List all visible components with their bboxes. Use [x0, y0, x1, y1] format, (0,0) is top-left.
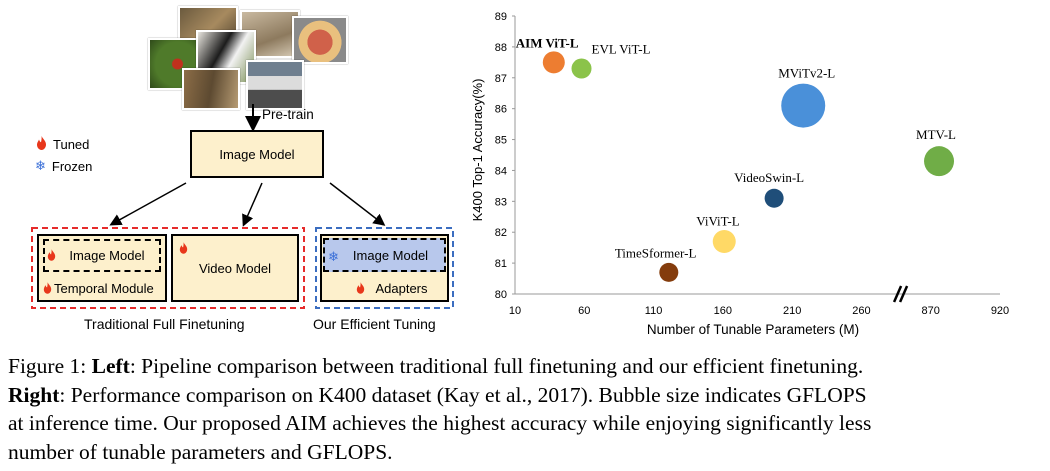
snowflake-icon: ❄: [328, 249, 339, 264]
bubble-label: EVL ViT-L: [592, 42, 651, 57]
flame-icon: [47, 249, 56, 261]
caption-line-2: Right: Performance comparison on K400 da…: [8, 381, 1048, 410]
bubble-label: AIM ViT-L: [516, 35, 579, 50]
caption-line1-text: : Pipeline comparison between traditiona…: [129, 354, 864, 378]
pretrained-image-model-box: Image Model: [190, 130, 324, 178]
efficient-image-model-label: Image Model: [352, 247, 429, 263]
flame-icon: [357, 282, 365, 294]
efficient-tuning-caption: Our Efficient Tuning: [313, 316, 436, 332]
y-tick-label: 85: [495, 135, 507, 147]
caption-line-1: Figure 1: Left: Pipeline comparison betw…: [8, 352, 1048, 381]
ft-image-model-label: Image Model: [69, 248, 145, 263]
bubble-label: VideoSwin-L: [734, 170, 804, 185]
legend-tuned-label: Tuned: [53, 137, 90, 152]
pretrained-image-model-label: Image Model: [219, 146, 295, 162]
x-tick-label: 870: [922, 305, 940, 317]
diagram-arrows: [31, 104, 454, 309]
x-tick-label: 10: [509, 305, 521, 317]
bubble-label: MTV-L: [916, 127, 956, 142]
pretrain-label: Pre-train: [262, 107, 314, 122]
accuracy-bubble-chart: K400 Top-1 Accuracy(%) Number of Tunable…: [470, 0, 1050, 345]
pretrain-photo-collage: [148, 6, 348, 110]
y-tick-label: 86: [495, 104, 507, 116]
y-tick-label: 81: [495, 258, 507, 270]
bubble-aim-vit-l: [542, 51, 565, 74]
caption-line-3: at inference time. Our proposed AIM achi…: [8, 411, 872, 435]
y-tick-label: 87: [495, 73, 507, 85]
ft-image-model-inner: Image Model: [43, 239, 161, 272]
bubble-timesformer-l: [659, 262, 679, 282]
photo-car: [246, 60, 304, 110]
x-tick-label: 160: [714, 305, 732, 317]
flame-icon: [43, 282, 52, 294]
y-axis-label: K400 Top-1 Accuracy(%): [470, 79, 485, 222]
axis-break-mark: [898, 285, 909, 303]
y-tick-label: 84: [495, 165, 507, 177]
x-tick-label: 260: [852, 305, 870, 317]
legend-frozen-label: Frozen: [51, 158, 93, 174]
adapters-row: Adapters: [342, 276, 442, 300]
caption-left-bold: Left: [91, 354, 130, 378]
photo-pizza: [292, 16, 348, 64]
video-model-label: Video Model: [198, 260, 272, 276]
snowflake-icon: ❄: [35, 158, 46, 173]
video-model-box: Video Model: [171, 234, 299, 302]
efficient-box: ❄ Image Model Adapters: [320, 234, 449, 302]
y-tick-label: 88: [495, 42, 507, 54]
x-tick-label: 210: [783, 305, 801, 317]
x-tick-label: 110: [645, 305, 663, 317]
chart-svg: K400 Top-1 Accuracy(%) Number of Tunable…: [470, 11, 1009, 337]
bubble-videoswin-l: [764, 188, 784, 208]
pipeline-diagram: Pre-train Tuned ❄ Frozen Image Model Ima…: [0, 0, 470, 345]
flame-icon: [36, 136, 47, 153]
ft-left-box: Image Model Temporal Module: [37, 234, 167, 302]
x-tick-label: 920: [991, 305, 1009, 317]
flame-icon: [179, 242, 188, 254]
adapters-label: Adapters: [375, 280, 428, 296]
ft-temporal-module: Temporal Module: [41, 276, 165, 300]
legend-tuned: Tuned: [36, 136, 89, 153]
x-tick-label: 60: [578, 305, 590, 317]
caption-figure-number: Figure 1:: [8, 354, 92, 378]
photo-deer: [182, 68, 240, 110]
bubble-label: MViTv2-L: [778, 66, 835, 81]
y-tick-label: 89: [495, 11, 507, 23]
y-tick-label: 80: [495, 289, 507, 301]
y-tick-label: 83: [495, 196, 507, 208]
x-axis-label: Number of Tunable Parameters (M): [647, 322, 859, 337]
bubble-mtv-l: [924, 146, 955, 177]
bubble-label: TimeSformer-L: [615, 245, 697, 260]
axis-break-mark: [892, 285, 903, 303]
caption-line-4: number of tunable parameters and GFLOPS.: [8, 439, 393, 464]
figure-caption: Figure 1: Left: Pipeline comparison betw…: [8, 352, 1048, 466]
full-finetuning-caption: Traditional Full Finetuning: [84, 316, 245, 332]
efficient-image-model-inner: ❄ Image Model: [323, 238, 446, 272]
ft-temporal-module-label: Temporal Module: [54, 280, 154, 296]
caption-line2-text: : Performance comparison on K400 dataset…: [59, 382, 867, 407]
y-tick-label: 82: [495, 227, 507, 239]
legend-frozen: ❄ Frozen: [35, 158, 92, 174]
bubble-vivit-l: [712, 229, 736, 253]
caption-right-bold: Right: [8, 382, 60, 407]
bubble-mvitv2-l: [781, 83, 826, 128]
bubble-label: ViViT-L: [696, 213, 740, 228]
bubble-evl-vit-l: [571, 58, 592, 79]
